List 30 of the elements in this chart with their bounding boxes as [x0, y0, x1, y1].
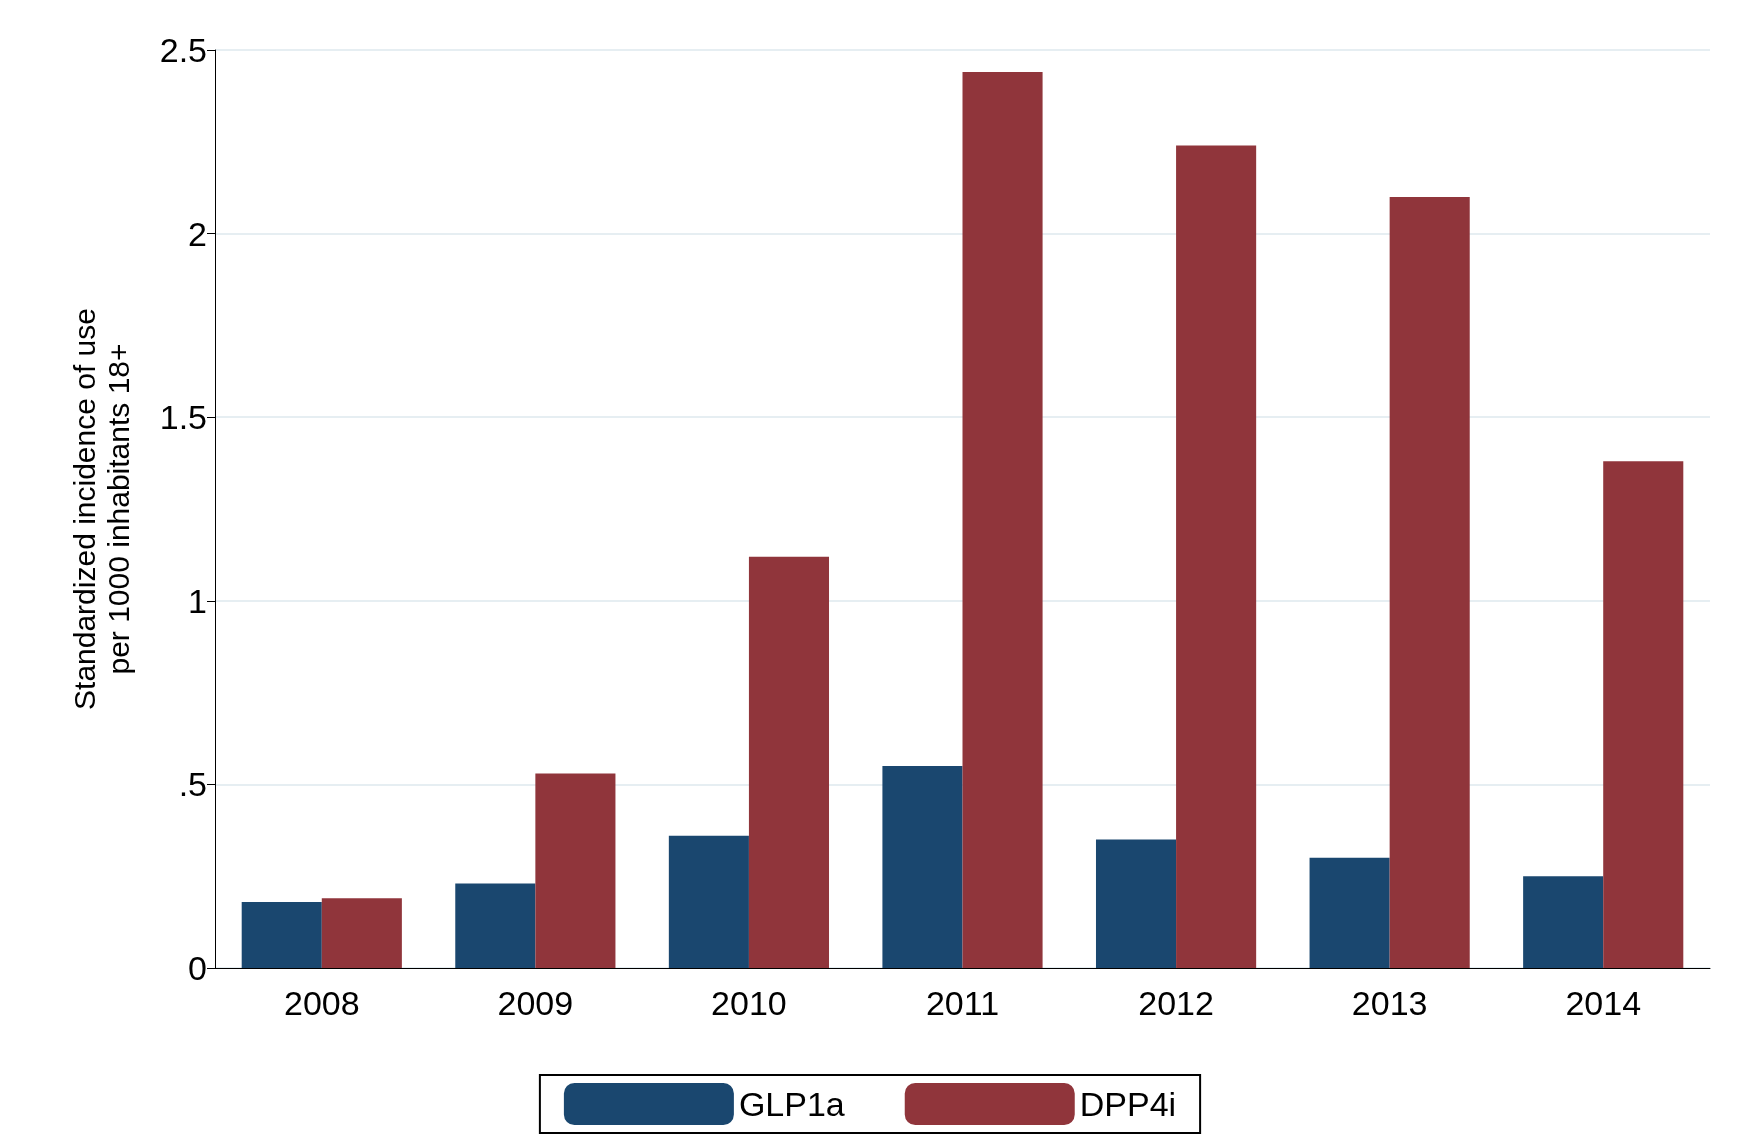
y-tick-label: .5 [178, 765, 207, 804]
bar [1523, 876, 1604, 968]
bar [1309, 857, 1390, 968]
bar [962, 72, 1043, 968]
x-tick-label: 2011 [925, 984, 1000, 1022]
x-tick-label: 2013 [1351, 984, 1428, 1022]
y-tick-label: 1 [188, 581, 207, 620]
bar [455, 883, 536, 968]
x-tick-label: 2014 [1565, 984, 1642, 1022]
legend-label: DPP4i [1079, 1085, 1177, 1123]
x-tick-label: 2012 [1138, 984, 1214, 1022]
bar [668, 835, 749, 968]
bar [535, 773, 616, 968]
bar [1603, 461, 1684, 968]
bar [321, 898, 402, 968]
bar [882, 766, 963, 968]
x-tick-label: 2008 [283, 984, 360, 1022]
y-tick-label: 2.5 [159, 31, 207, 69]
bar [748, 556, 830, 968]
y-tick-label: 1.5 [159, 398, 207, 437]
y-axis-title: Standardized incidence of use per 1000 inhabitants 18+ [67, 308, 135, 710]
bar [1176, 145, 1257, 968]
bar [1389, 196, 1470, 968]
legend-label: GLP1a [738, 1085, 845, 1123]
x-tick-label: 2009 [497, 984, 574, 1022]
bar [1095, 839, 1177, 968]
y-tick-label: 0 [188, 949, 207, 987]
x-tick-label: 2010 [711, 984, 787, 1022]
bar [241, 901, 322, 968]
y-tick-label: 2 [188, 214, 207, 253]
